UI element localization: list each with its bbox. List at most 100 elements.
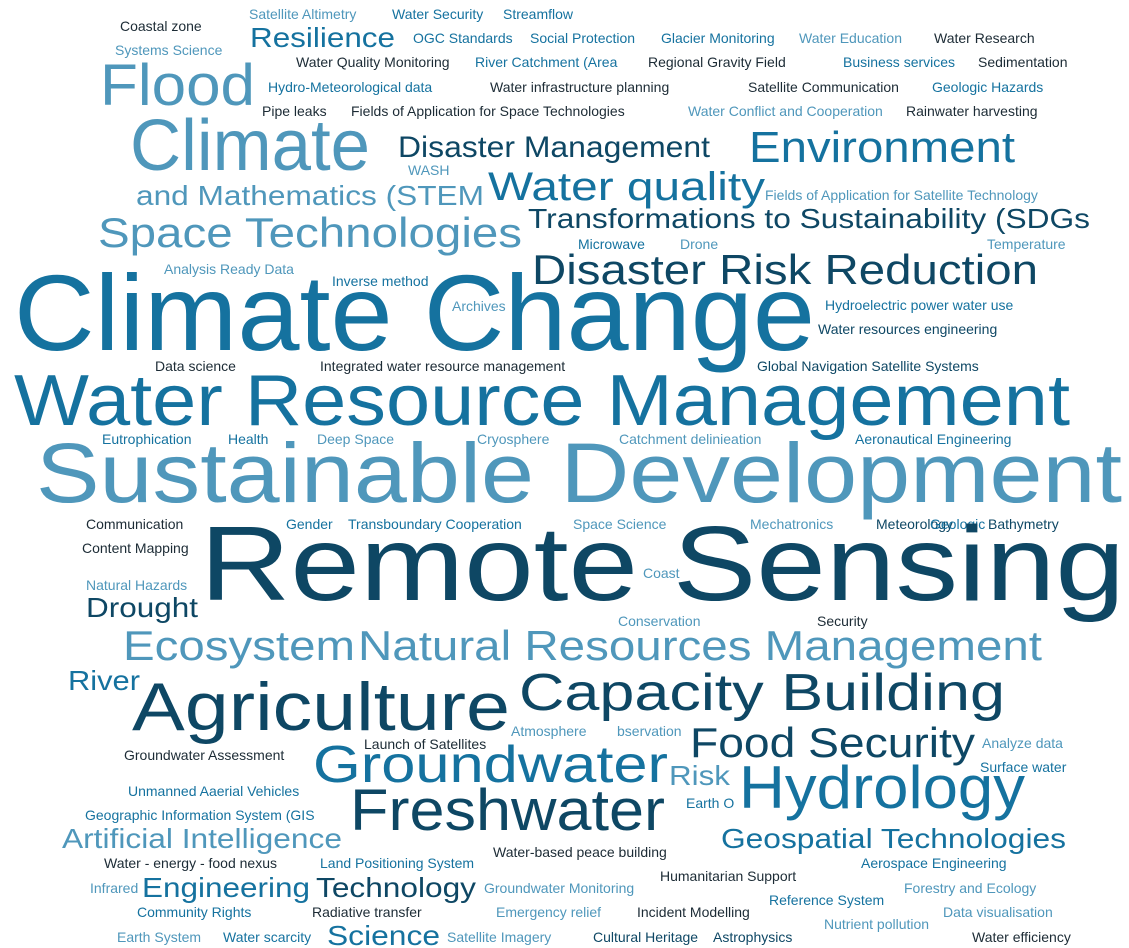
word: Natural Hazards xyxy=(86,577,187,593)
word: Groundwater xyxy=(313,736,668,794)
word: Engineering xyxy=(142,872,310,903)
word: Artificial Intelligence xyxy=(62,823,342,854)
word: Drone xyxy=(680,236,718,252)
word: Geologic Hazards xyxy=(932,79,1043,95)
word: Hydrology xyxy=(739,754,1025,821)
word: Transboundary Cooperation xyxy=(348,516,522,532)
word: Radiative transfer xyxy=(312,904,422,920)
word: Archives xyxy=(452,298,506,314)
word: Geologic xyxy=(930,516,985,532)
word: Streamflow xyxy=(503,6,574,22)
word: Health xyxy=(228,431,268,447)
word: Ecosystem xyxy=(123,622,355,669)
word: Eutrophication xyxy=(102,431,192,447)
word: Mechatronics xyxy=(750,516,833,532)
word: Fields of Application for Space Technolo… xyxy=(351,103,625,119)
word: Security xyxy=(817,613,868,629)
word: Temperature xyxy=(987,236,1066,252)
word: Water-based peace building xyxy=(493,844,667,860)
word: Climate xyxy=(130,106,370,186)
word: Communication xyxy=(86,516,183,532)
word: Geographic Information System (GIS xyxy=(85,807,315,823)
word: Groundwater Assessment xyxy=(124,747,284,763)
word: Cultural Heritage xyxy=(593,929,698,945)
word: Land Positioning System xyxy=(320,855,474,871)
word: Disaster Management xyxy=(398,131,711,164)
word: Incident Modelling xyxy=(637,904,750,920)
word: Analysis Ready Data xyxy=(164,261,294,277)
word: Satellite Communication xyxy=(748,79,899,95)
word: Transformations to Sustainability (SDGs xyxy=(528,203,1090,234)
word: Risk xyxy=(669,760,731,791)
word: Content Mapping xyxy=(82,540,189,556)
word: Conservation xyxy=(618,613,701,629)
word: Integrated water resource management xyxy=(320,358,565,374)
word: Earth O xyxy=(686,795,734,811)
word: Launch of Satellites xyxy=(364,736,486,752)
word: Technology xyxy=(316,872,476,903)
word: Cryosphere xyxy=(477,431,550,447)
word: Emergency relief xyxy=(496,904,601,920)
word: Fields of Application for Satellite Tech… xyxy=(765,187,1038,203)
word: Regional Gravity Field xyxy=(648,54,786,70)
word: Gender xyxy=(286,516,333,532)
word: WASH xyxy=(408,162,449,178)
word: Data science xyxy=(155,358,236,374)
word: Water Resource Management xyxy=(14,361,1070,441)
word: Forestry and Ecology xyxy=(904,880,1036,896)
word: Global Navigation Satellite Systems xyxy=(757,358,979,374)
word: Science xyxy=(327,920,440,948)
word: Social Protection xyxy=(530,30,635,46)
word: Water Research xyxy=(934,30,1035,46)
word: Pipe leaks xyxy=(262,103,327,119)
word: Remote Sensing xyxy=(200,505,1125,623)
word: Groundwater Monitoring xyxy=(484,880,634,896)
word: Sedimentation xyxy=(978,54,1068,70)
word: Rainwater harvesting xyxy=(906,103,1038,119)
word: Water Security xyxy=(392,6,483,22)
word: Water Quality Monitoring xyxy=(296,54,450,70)
word: Systems Science xyxy=(115,42,223,58)
word: Microwave xyxy=(578,236,645,252)
word: Meteorology xyxy=(876,516,953,532)
word: Earth System xyxy=(117,929,201,945)
word: Bathymetry xyxy=(988,516,1059,532)
word: Water efficiency xyxy=(972,929,1071,945)
word: Water Conflict and Cooperation xyxy=(688,103,883,119)
word: Business services xyxy=(843,54,955,70)
word: Hydro-Meteorological data xyxy=(268,79,432,95)
word: Environment xyxy=(749,123,1015,172)
word: bservation xyxy=(617,723,682,739)
word: Astrophysics xyxy=(713,929,792,945)
word: Agriculture xyxy=(132,669,510,745)
word: Deep Space xyxy=(317,431,394,447)
word: Freshwater xyxy=(350,778,665,843)
word: OGC Standards xyxy=(413,30,513,46)
word: Aerospace Engineering xyxy=(861,855,1007,871)
word: Disaster Risk Reduction xyxy=(532,246,1038,293)
word: Data visualisation xyxy=(943,904,1053,920)
word: Water scarcity xyxy=(223,929,311,945)
word: Sustainable Development xyxy=(36,426,1122,520)
word: and Mathematics (STEM xyxy=(136,180,484,211)
word: Water quality xyxy=(488,165,765,209)
word: Satellite Imagery xyxy=(447,929,551,945)
word: Analyze data xyxy=(982,735,1063,751)
word: Geospatial Technologies xyxy=(721,823,1066,854)
word: Resilience xyxy=(250,22,395,53)
word: Catchment delinieation xyxy=(619,431,761,447)
word: Community Rights xyxy=(137,904,251,920)
word: Infrared xyxy=(90,880,138,896)
word: Coast xyxy=(643,565,680,581)
word: River Catchment (Area xyxy=(475,54,618,70)
word: Satellite Altimetry xyxy=(249,6,356,22)
word: Water infrastructure planning xyxy=(490,79,669,95)
word: Capacity Building xyxy=(519,664,1005,722)
word: Glacier Monitoring xyxy=(661,30,775,46)
word: Flood xyxy=(100,53,255,118)
word: Water Education xyxy=(799,30,902,46)
word: Drought xyxy=(86,592,198,623)
word: Coastal zone xyxy=(120,18,202,34)
word: Space Technologies xyxy=(98,209,522,256)
